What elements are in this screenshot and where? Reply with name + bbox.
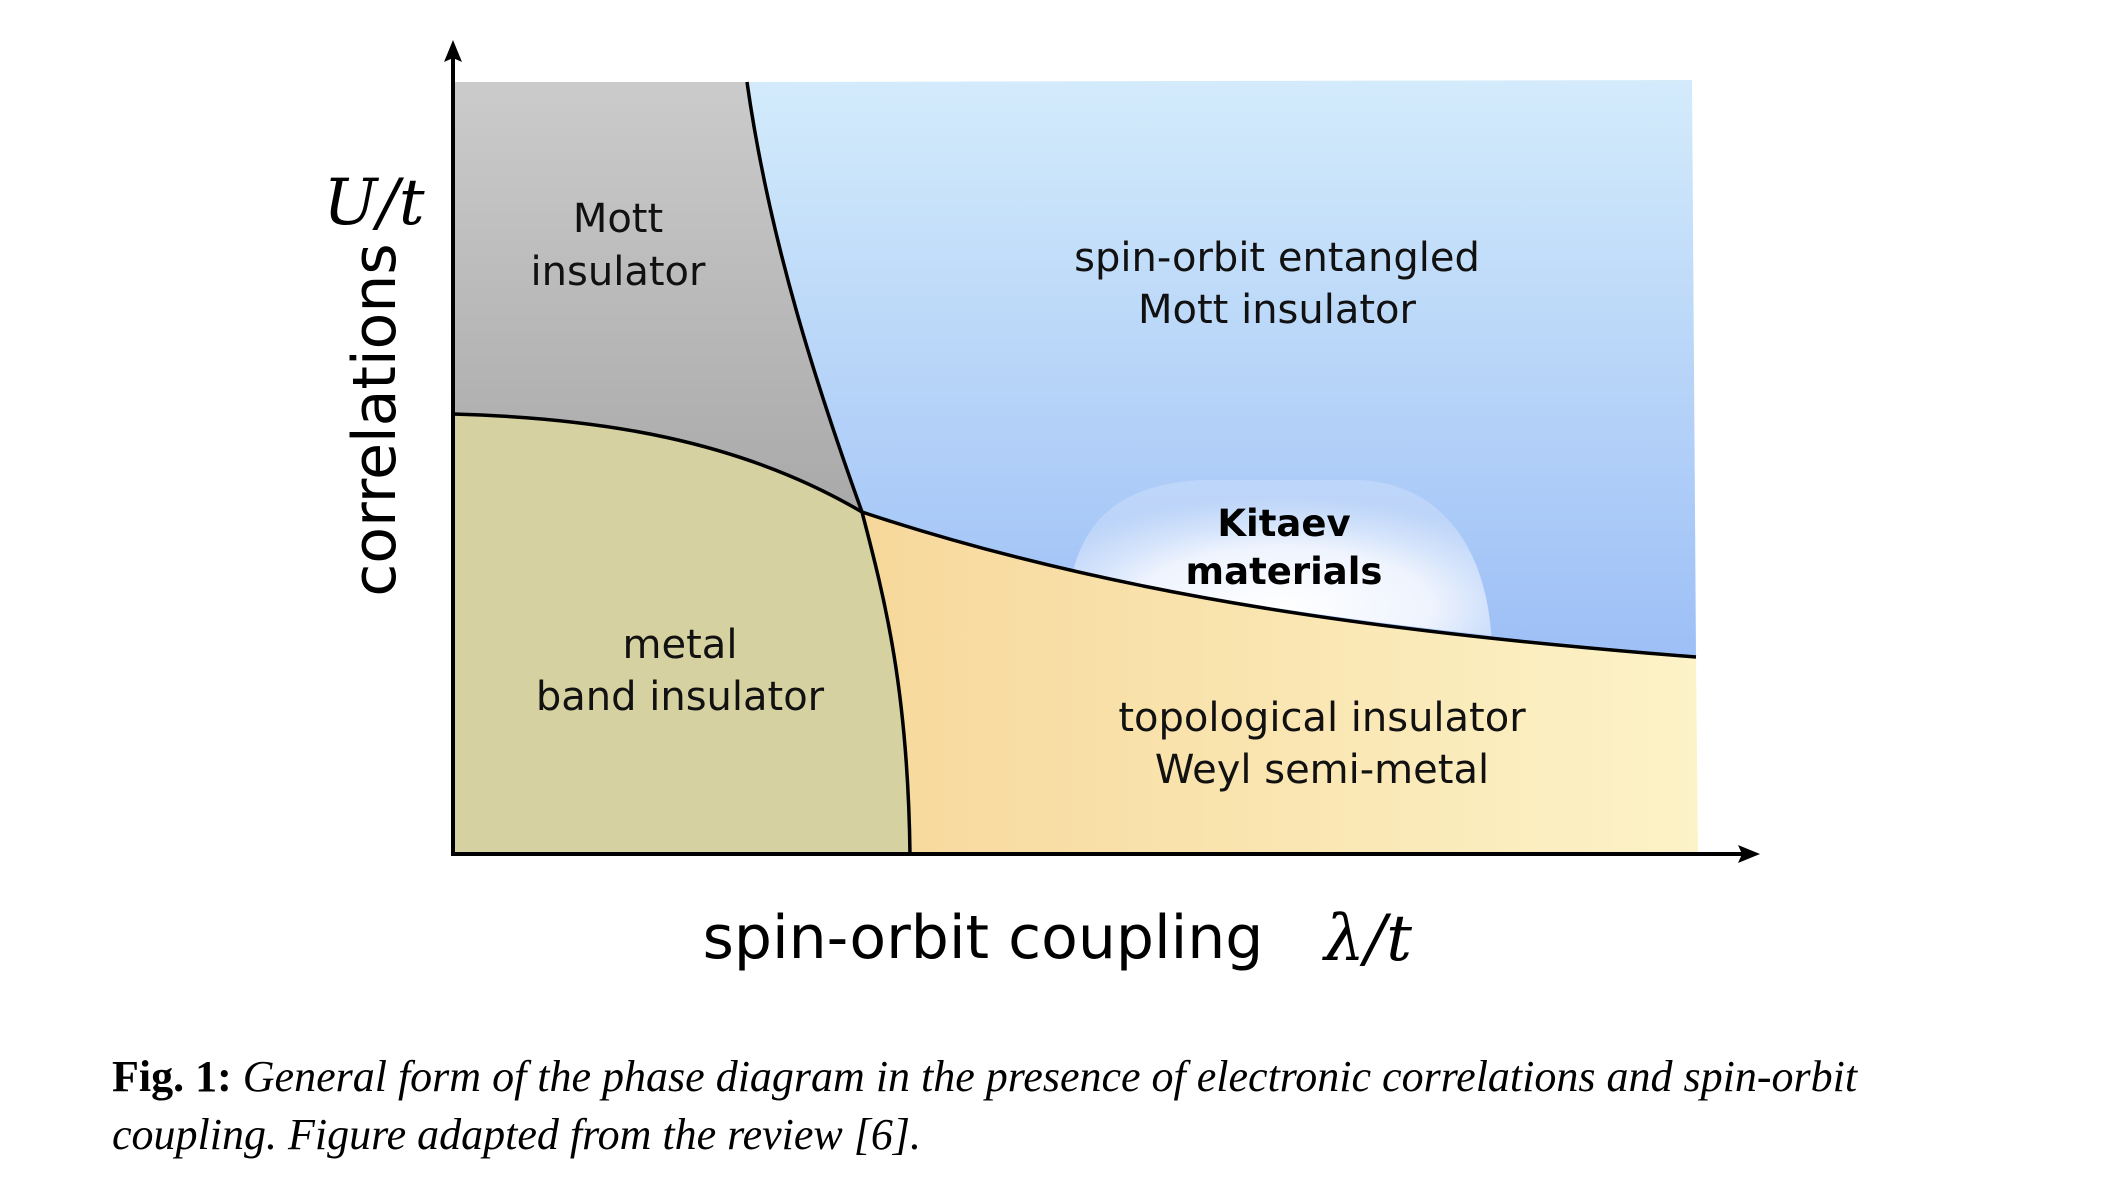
- region-kitaev-materials: [1072, 480, 1492, 650]
- y-axis-title: correlations: [340, 243, 410, 596]
- label-kitaev-line2: materials: [1186, 550, 1383, 593]
- caption-label: Fig. 1:: [112, 1052, 232, 1101]
- y-axis-symbol: U/t: [323, 166, 425, 240]
- x-axis-symbol: λ/t: [1321, 902, 1412, 976]
- y-axis-arrowhead: [444, 40, 462, 62]
- boundary-mott-vertical: [745, 81, 912, 856]
- x-axis-title: spin-orbit coupling: [703, 903, 1264, 973]
- x-axis-arrowhead: [1738, 845, 1760, 863]
- figure-caption: Fig. 1: General form of the phase diagra…: [112, 1048, 2012, 1164]
- label-kitaev-line1: Kitaev: [1217, 502, 1350, 545]
- label-topological-line1: topological insulator: [1118, 695, 1526, 741]
- label-metal-line2: band insulator: [536, 674, 825, 720]
- label-topological-line2: Weyl semi-metal: [1155, 747, 1489, 793]
- boundary-metal-mott: [452, 412, 863, 514]
- label-mott-line1: Mott: [573, 196, 663, 242]
- label-so-mott-line1: spin-orbit entangled: [1074, 235, 1480, 281]
- caption-text: General form of the phase diagram in the…: [112, 1052, 1858, 1159]
- phase-diagram: Mott insulator spin-orbit entangled Mott…: [323, 40, 1760, 976]
- region-topological-insulator: [862, 512, 1698, 855]
- region-metal-band-insulator: [453, 414, 910, 855]
- region-mott-insulator: [453, 82, 862, 512]
- label-mott-line2: insulator: [531, 249, 706, 295]
- boundary-topological: [861, 510, 1697, 659]
- region-spin-orbit-mott: [747, 80, 1696, 657]
- label-so-mott-line2: Mott insulator: [1138, 287, 1417, 333]
- label-metal-line1: metal: [623, 622, 738, 668]
